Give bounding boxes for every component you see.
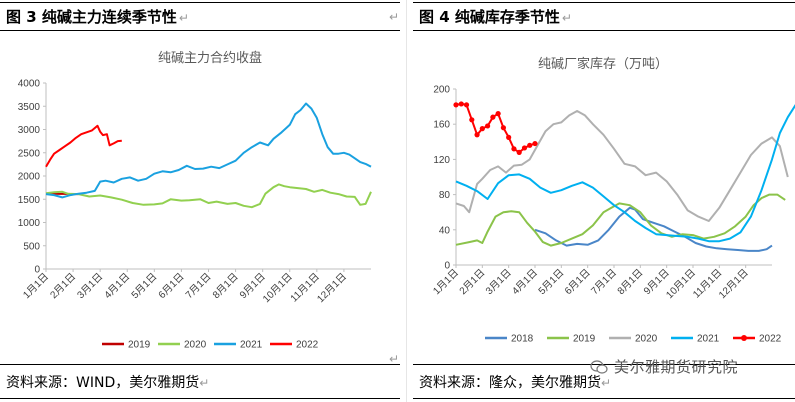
data-point-2022 [469,117,475,123]
y-tick-label: 1000 [18,218,41,229]
source-rule [413,364,795,365]
right-source-text: 资料来源：隆众，美尔雅期货 [419,375,601,391]
y-tick-label: 2500 [18,148,41,159]
panel-divider [406,0,407,402]
title-rule [413,30,795,31]
data-point-2022 [532,140,538,147]
x-tick-label: 7月1日 [183,271,213,301]
watermark: 美尔雅期货研究院 [590,356,738,377]
title-rule [0,30,400,31]
legend-label-2021: 2021 [697,334,720,345]
right-source-note: 资料来源：隆众，美尔雅期货↵ [419,372,611,392]
data-point-2022 [479,126,485,132]
y-tick-label: 80 [439,190,451,201]
x-tick-label: 8月1日 [615,267,645,297]
y-tick-label: 3500 [18,102,41,113]
y-tick-label: 1500 [18,195,41,206]
legend-label-2022: 2022 [759,334,782,345]
chart-title: 纯碱厂家库存（万吨） [538,56,668,72]
y-tick-label: 40 [439,225,451,236]
series-line-2019 [455,193,786,247]
y-tick-label: 2000 [18,172,41,183]
series-line-2021 [455,104,795,243]
data-point-2022 [516,149,522,155]
data-point-2022 [527,142,533,148]
right-figure-panel: 图 4 纯碱库存季节性 ↵ 纯碱厂家库存（万吨） 0 40 80 120 160 200 1月1… [413,0,795,402]
x-tick-label: 10月1日 [260,271,294,305]
wechat-icon [590,360,608,374]
series-line-2022 [455,103,536,154]
legend-label-2022: 2022 [296,340,319,351]
x-tick-label: 8月1日 [210,271,240,301]
left-source-text: 资料来源：WIND，美尔雅期货 [6,375,200,391]
x-tick-label: 2月1日 [48,271,78,301]
data-point-2022 [490,114,496,120]
data-point-2022 [521,145,528,151]
x-tick-label: 12月1日 [716,267,750,301]
series-line-2021 [45,102,372,199]
x-tick-label: 3月1日 [483,267,513,297]
figure-3-label: 图 3 纯碱主力连续季节性 [6,8,177,26]
legend-label-2019: 2019 [128,340,151,351]
figure-4-label: 图 4 纯碱库存季节性 [419,8,560,26]
series-line-2020 [45,183,372,209]
x-tick-label: 3月1日 [75,271,105,301]
watermark-text: 美尔雅期货研究院 [614,358,739,376]
x-tick-label: 12月1日 [315,271,349,305]
left-line-chart: 纯碱主力合约收盘 0 500 1000 1500 2000 2500 3000 3500 4000… [18,50,372,351]
y-tick-label: 3000 [18,125,41,136]
data-point-2022 [458,101,464,107]
return-mark: ↵ [199,376,210,390]
y-tick-label: 4000 [18,79,41,90]
legend-label-2020: 2020 [184,340,207,351]
legend-label-2018: 2018 [511,334,534,345]
data-point-2022 [474,132,480,138]
left-figure-panel: 图 3 纯碱主力连续季节性 ↵ 纯碱主力合约收盘 0 500 1000 1500 2000 2… [0,2,400,399]
top-rule [413,2,795,3]
return-mark: ↵ [389,352,400,366]
legend-label-2021: 2021 [240,340,263,351]
y-tick-label: 160 [433,120,450,131]
x-tick-label: 5月1日 [536,267,566,297]
y-tick-label: 0 [34,265,40,276]
legend-label-2020: 2020 [635,334,658,345]
x-tick-label: 10月1日 [664,267,698,301]
x-tick-label: 7月1日 [589,267,619,297]
data-point-2022 [453,102,459,108]
return-mark: ↵ [561,11,572,25]
x-tick-label: 4月1日 [102,271,132,301]
right-line-chart: 纯碱厂家库存（万吨）040801201602001月1日2月1日3月1日4月1日… [431,56,795,345]
data-point-2022 [500,125,506,131]
bottom-rule [0,398,400,399]
top-rule [0,2,400,3]
bottom-rule [413,398,795,399]
figure-3-title: 图 3 纯碱主力连续季节性 ↵ [6,6,189,27]
y-tick-label: 500 [23,241,40,252]
data-point-2022 [495,111,501,117]
x-tick-label: 6月1日 [156,271,186,301]
return-mark: ↵ [601,376,612,390]
y-tick-label: 200 [433,85,450,96]
series-line-2022 [45,124,122,168]
x-tick-label: 6月1日 [562,267,592,297]
y-tick-label: 120 [433,155,450,166]
x-tick-label: 2月1日 [457,267,487,297]
x-tick-label: 5月1日 [129,271,159,301]
figure-4-title: 图 4 纯碱库存季节性 ↵ [419,6,572,27]
source-rule [0,364,400,365]
data-point-2022 [463,102,470,108]
data-point-2022 [485,123,491,129]
legend-marker-2022 [741,335,747,341]
x-tick-label: 4月1日 [510,267,540,297]
data-point-2022 [506,134,512,140]
legend-label-2019: 2019 [573,334,596,345]
chart-title: 纯碱主力合约收盘 [158,50,262,66]
series-line-2018 [534,206,773,252]
series-line-2020 [455,110,789,222]
data-point-2022 [511,146,517,152]
return-mark: ↵ [389,10,400,24]
return-mark: ↵ [178,11,189,25]
y-tick-label: 0 [444,261,450,272]
left-source-note: 资料来源：WIND，美尔雅期货↵ [6,372,209,392]
